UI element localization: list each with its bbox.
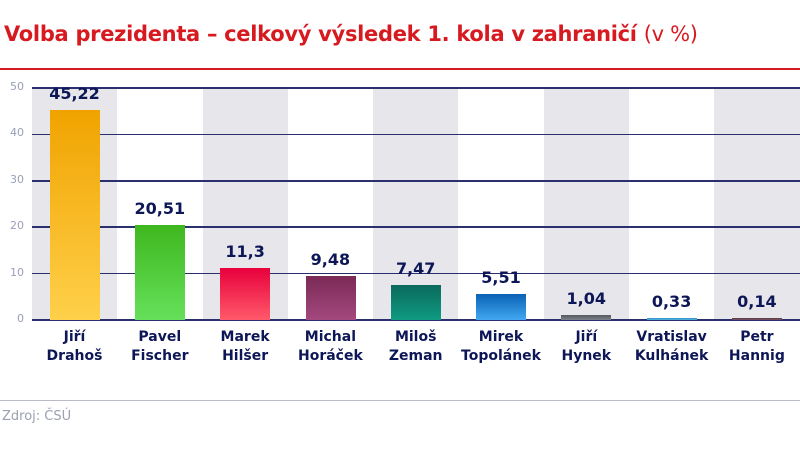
category-label: Mirek Topolánek <box>459 328 544 366</box>
candidate-last-name: Fischer <box>131 348 189 364</box>
candidate-last-name: Drahoš <box>46 348 103 364</box>
candidate-first-name: Jiří <box>63 329 86 345</box>
bar <box>646 318 697 320</box>
value-label: 1,04 <box>566 289 607 309</box>
chart-title-unit: (v %) <box>643 22 698 46</box>
y-tick-label: 40 <box>10 126 24 140</box>
candidate-last-name: Hannig <box>728 348 785 364</box>
gridline <box>32 319 800 321</box>
candidate-first-name: Mirek <box>478 329 524 345</box>
gridline <box>32 226 800 228</box>
chart-title: Volba prezidenta – celkový výsledek 1. k… <box>4 22 698 46</box>
value-label: 7,47 <box>395 259 436 279</box>
category-label: Michal Horáček <box>288 328 373 366</box>
y-tick-label: 20 <box>10 219 24 233</box>
bar <box>561 315 612 320</box>
bar <box>732 318 783 320</box>
gridline <box>32 87 800 89</box>
category-label: Petr Hannig <box>714 328 799 366</box>
category-label: Vratislav Kulhánek <box>629 328 714 366</box>
y-tick-label: 10 <box>10 265 24 279</box>
gridline <box>32 180 800 182</box>
category-label: Jiří Drahoš <box>32 328 117 366</box>
gridline <box>32 133 800 136</box>
candidate-first-name: Petr <box>740 329 774 345</box>
candidate-first-name: Vratislav <box>636 329 707 345</box>
bar <box>305 276 356 320</box>
candidate-last-name: Topolánek <box>461 348 541 364</box>
candidate-last-name: Hynek <box>561 348 612 364</box>
candidate-first-name: Pavel <box>138 329 182 345</box>
y-tick-label: 50 <box>10 80 24 93</box>
source-divider <box>0 400 800 401</box>
bar <box>476 294 527 320</box>
gridline <box>32 272 800 275</box>
candidate-first-name: Michal <box>304 329 357 345</box>
plot-area: 45,22 20,51 11,3 9,48 7,47 5,51 1,04 0,33 0,14 <box>32 84 800 321</box>
bar <box>49 110 100 320</box>
candidate-last-name: Zeman <box>388 348 443 364</box>
title-divider <box>0 68 800 70</box>
value-label: 11,3 <box>225 241 265 261</box>
candidate-first-name: Marek <box>220 329 270 345</box>
candidate-first-name: Jiří <box>575 329 598 345</box>
candidate-last-name: Horáček <box>297 348 363 364</box>
category-band <box>543 88 630 320</box>
category-label: Pavel Fischer <box>117 328 202 366</box>
category-band <box>714 88 800 320</box>
y-tick-label: 30 <box>10 172 24 186</box>
value-label: 9,48 <box>310 250 351 269</box>
category-band <box>373 88 459 320</box>
bar <box>220 267 271 320</box>
candidate-last-name: Hilšer <box>222 348 269 364</box>
value-label: 0,33 <box>651 292 692 311</box>
source-note: Zdroj: ČSÚ <box>2 409 72 424</box>
bar <box>390 285 441 320</box>
value-label: 20,51 <box>134 198 186 218</box>
candidate-last-name: Kulhánek <box>634 348 709 364</box>
category-label: Jiří Hynek <box>544 328 629 366</box>
candidate-first-name: Miloš <box>394 329 437 345</box>
category-label: Miloš Zeman <box>373 328 458 366</box>
bar <box>134 224 185 320</box>
value-label: 45,22 <box>49 84 100 104</box>
value-label: 5,51 <box>481 268 521 288</box>
value-label: 0,14 <box>737 292 777 311</box>
y-tick-label: 0 <box>17 312 24 325</box>
category-label: Marek Hilšer <box>203 328 288 366</box>
chart-title-text: Volba prezidenta – celkový výsledek 1. k… <box>4 22 637 46</box>
